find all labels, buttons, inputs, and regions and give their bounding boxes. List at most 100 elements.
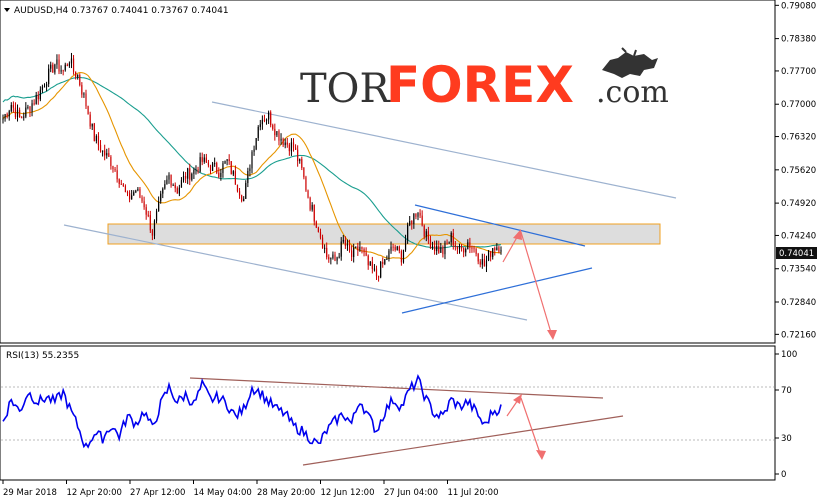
candle-body (286, 142, 288, 145)
candle-body (182, 175, 185, 181)
candle-body (83, 93, 85, 95)
candle-body (377, 276, 380, 278)
candle-body (238, 191, 241, 196)
candle-body (357, 246, 359, 251)
candle-body (116, 170, 118, 180)
price-tick-label: 0.76320 (781, 133, 816, 143)
candle-body (415, 213, 417, 217)
price-tick-label: 0.74920 (781, 199, 816, 209)
candle-body (494, 248, 496, 251)
candle-body (411, 220, 413, 225)
candle-body (485, 260, 488, 267)
candle-body (500, 249, 502, 252)
candle-body (216, 163, 218, 173)
candle-body (375, 268, 378, 277)
candle-body (272, 125, 274, 129)
candle-body (14, 107, 17, 117)
candle-body (166, 179, 168, 185)
support-trend-line (401, 267, 593, 314)
candle-body (498, 247, 500, 252)
candle-body (446, 242, 448, 244)
lower-channel-line (63, 224, 528, 321)
candle-body (373, 268, 376, 270)
candle-body (413, 213, 415, 225)
upper-channel-line (211, 101, 677, 199)
candle-body (66, 64, 68, 66)
current-price-label: 0.74041 (776, 247, 817, 259)
chart-title: AUDUSD,H4 0.73767 0.74041 0.73767 0.7404… (4, 6, 229, 16)
candle-body (390, 246, 392, 251)
candle-body (180, 180, 183, 188)
candle-body (259, 124, 261, 127)
chart-title-text: AUDUSD,H4 0.73767 0.74041 0.73767 0.7404… (14, 6, 229, 16)
candle-body (52, 64, 54, 73)
candle-body (172, 185, 174, 187)
candle-body (189, 168, 191, 180)
candle-body (228, 159, 230, 162)
candle-body (301, 159, 303, 168)
candle-body (151, 230, 153, 236)
candle-body (496, 247, 498, 251)
rsi-label: RSI(13) 55.2355 (6, 351, 79, 361)
candle-body (168, 174, 170, 180)
price-tick-label: 0.72840 (781, 298, 816, 308)
candle-body (199, 157, 201, 172)
candle-body (434, 245, 436, 252)
candle-body (122, 184, 124, 187)
candle-body (205, 157, 207, 163)
time-axis: 29 Mar 2018 12 Apr 20:00 27 Apr 12:00 14 Ma… (2, 480, 498, 498)
candle-body (471, 247, 473, 249)
candle-body (454, 245, 456, 247)
candle-body (402, 249, 405, 263)
price-tick-label: 0.78380 (781, 35, 816, 45)
bull-icon (602, 47, 658, 78)
rsi-tick-label: 30 (781, 434, 792, 444)
candle-body (392, 246, 394, 248)
candle-body (324, 247, 326, 249)
candle-body (477, 253, 479, 262)
candle-body (247, 170, 249, 184)
candle-body (404, 240, 407, 250)
candle-body (479, 261, 481, 265)
candle-body (35, 95, 37, 104)
candle-body (276, 131, 278, 136)
candle-body (54, 64, 56, 73)
candle-body (29, 106, 31, 112)
candlesticks (2, 52, 502, 282)
candle-body (220, 173, 222, 178)
resistance-zone (107, 223, 661, 245)
candle-body (315, 221, 317, 228)
rsi-forecast-down-arrow (520, 397, 542, 457)
candle-body (197, 169, 199, 172)
candle-body (319, 232, 322, 238)
candle-body (361, 246, 363, 249)
candle-body (475, 249, 477, 254)
candle-body (363, 248, 365, 253)
time-tick-label: 12 Apr 20:00 (67, 488, 122, 498)
torforex-logo: TOR FOREX .com (300, 47, 669, 114)
candle-body (394, 246, 396, 250)
candle-body (112, 166, 114, 170)
candle-body (344, 239, 346, 246)
candle-body (274, 128, 276, 136)
logo-suffix: .com (596, 75, 669, 110)
candle-body (106, 153, 108, 156)
candle-body (292, 142, 295, 148)
candle-body (143, 201, 145, 208)
candle-body (483, 259, 485, 267)
candle-body (120, 183, 122, 185)
candle-body (419, 212, 421, 216)
fast-moving-average (2, 71, 502, 260)
candle-body (444, 242, 446, 255)
candle-body (234, 171, 236, 185)
candle-body (224, 161, 226, 164)
time-tick-label: 12 Jun 12:00 (321, 488, 375, 498)
candle-body (346, 243, 349, 246)
candle-body (359, 246, 361, 251)
candle-body (145, 207, 147, 215)
candle-body (297, 149, 299, 162)
candle-body (249, 168, 251, 171)
candle-body (458, 246, 461, 250)
candle-body (48, 68, 50, 85)
